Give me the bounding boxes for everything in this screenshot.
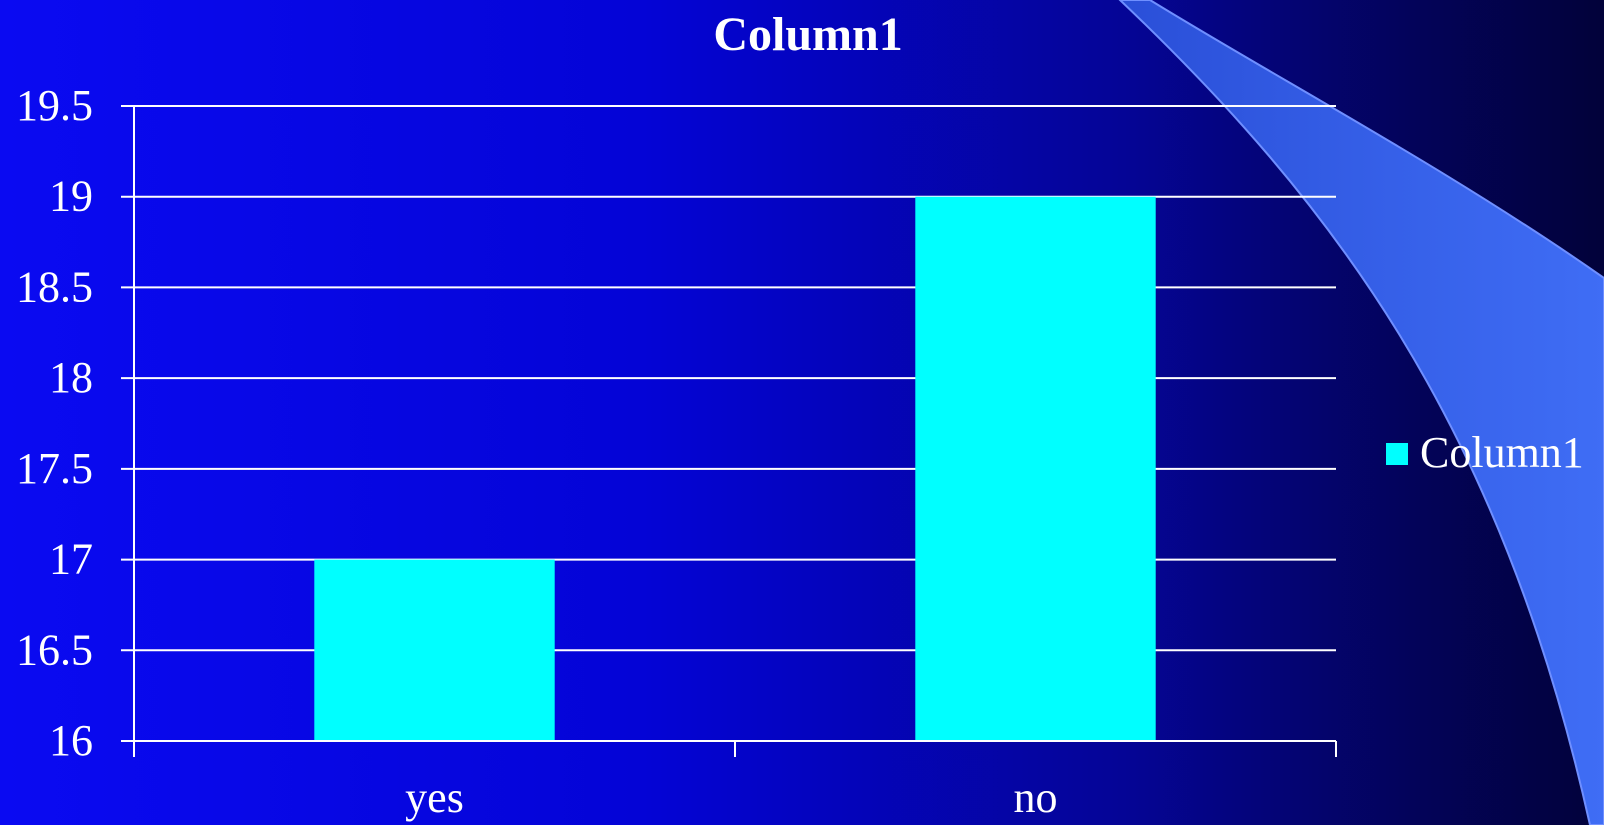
y-tick-label: 17.5: [16, 444, 93, 493]
y-tick-label: 18: [49, 353, 93, 402]
legend-label: Column1: [1420, 428, 1584, 477]
y-tick-label: 16.5: [16, 625, 93, 674]
y-axis: 16 16.5 17 17.5 18 18.5 19 19.5: [16, 81, 135, 765]
y-tick-label: 18.5: [16, 262, 93, 311]
legend-swatch: [1386, 443, 1408, 465]
bar-yes: [314, 559, 555, 741]
bar-no: [915, 196, 1156, 741]
y-tick-label: 17: [49, 535, 93, 584]
y-tick-label: 16: [49, 716, 93, 765]
y-tick-label: 19: [49, 172, 93, 221]
y-tick-label: 19.5: [16, 81, 93, 130]
chart-title: Column1: [713, 8, 902, 61]
x-tick-label: yes: [405, 773, 464, 822]
x-axis: yes no: [133, 740, 1337, 822]
bars: [314, 196, 1156, 741]
legend: Column1: [1386, 428, 1584, 477]
x-tick-label: no: [1014, 773, 1058, 822]
